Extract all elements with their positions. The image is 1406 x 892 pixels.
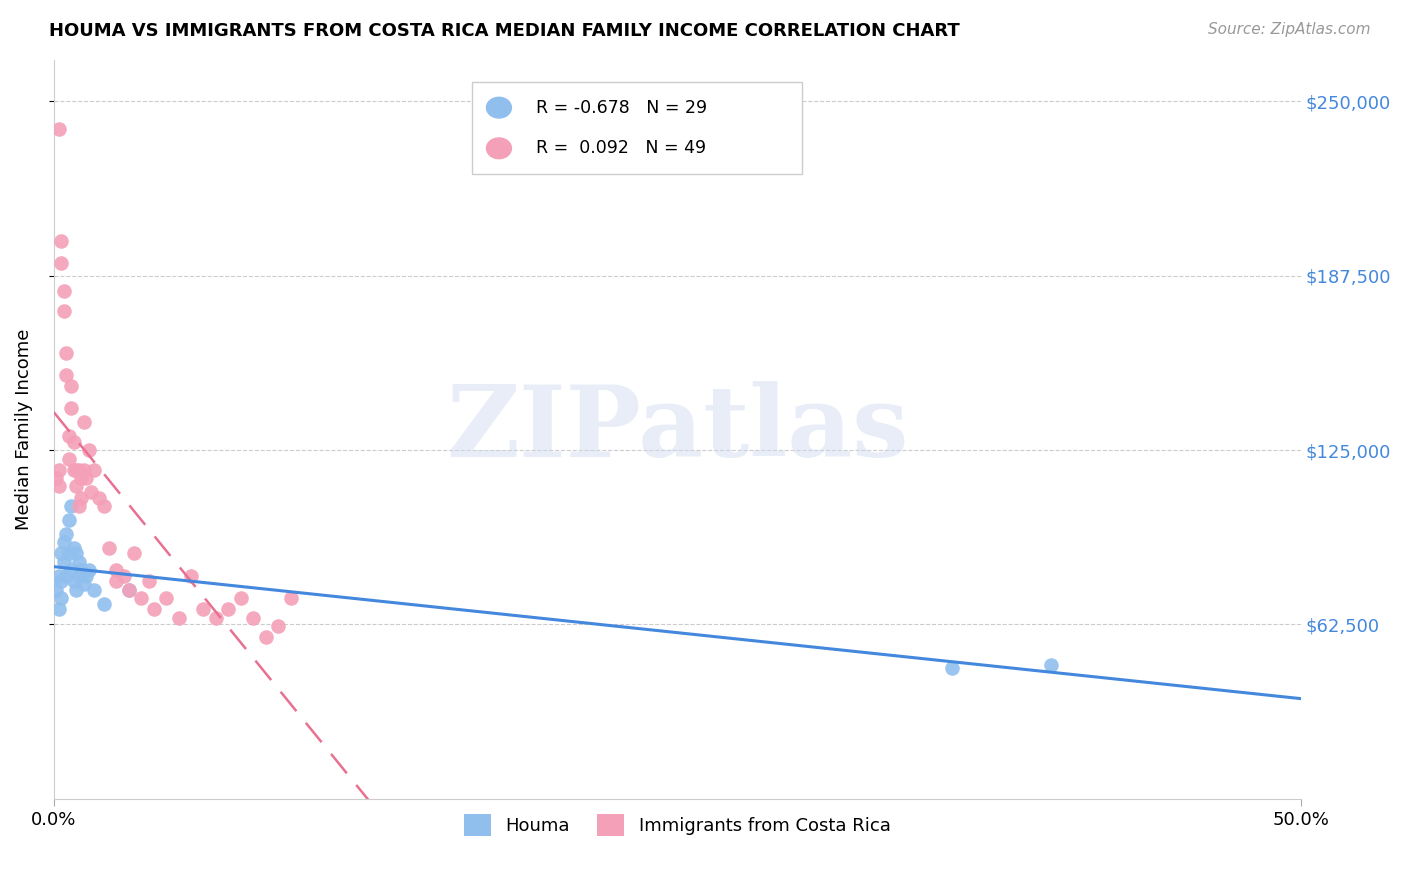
Point: [58, 546, 80, 560]
Point: [45, 582, 67, 597]
Point: [80, 485, 103, 500]
Point: [70, 491, 93, 505]
Point: [48, 463, 70, 477]
Point: [58, 451, 80, 466]
Point: [55, 526, 77, 541]
Point: [93, 499, 115, 513]
Y-axis label: Median Family Income: Median Family Income: [15, 328, 32, 530]
Point: [73, 577, 96, 591]
Point: [51, 591, 73, 605]
Point: [242, 610, 264, 624]
Point: [73, 415, 96, 429]
Point: [1040, 657, 1063, 672]
Point: [67, 568, 90, 582]
Point: [122, 546, 145, 560]
Point: [52, 284, 75, 298]
Point: [60, 379, 83, 393]
Point: [73, 463, 96, 477]
Point: [112, 568, 135, 582]
Point: [60, 401, 83, 416]
Point: [67, 555, 90, 569]
Point: [48, 568, 70, 582]
Point: [65, 479, 87, 493]
Point: [941, 661, 963, 675]
Point: [142, 602, 165, 616]
Point: [193, 602, 215, 616]
Point: [65, 546, 87, 560]
Point: [155, 591, 177, 605]
Point: [67, 499, 90, 513]
Legend: Houma, Immigrants from Costa Rica: Houma, Immigrants from Costa Rica: [456, 805, 900, 846]
Point: [51, 234, 73, 248]
Point: [51, 546, 73, 560]
Point: [67, 463, 90, 477]
Point: [105, 563, 128, 577]
Point: [83, 582, 105, 597]
Text: Source: ZipAtlas.com: Source: ZipAtlas.com: [1208, 22, 1371, 37]
Point: [217, 602, 239, 616]
Point: [167, 610, 190, 624]
Point: [75, 471, 97, 485]
Point: [129, 591, 152, 605]
Point: [55, 568, 77, 582]
Point: [65, 582, 87, 597]
Point: [87, 491, 110, 505]
Point: [93, 597, 115, 611]
Text: HOUMA VS IMMIGRANTS FROM COSTA RICA MEDIAN FAMILY INCOME CORRELATION CHART: HOUMA VS IMMIGRANTS FROM COSTA RICA MEDI…: [49, 22, 960, 40]
Point: [254, 630, 277, 644]
Point: [58, 513, 80, 527]
Point: [117, 582, 139, 597]
Point: [117, 582, 139, 597]
Point: [97, 541, 120, 555]
Point: [52, 555, 75, 569]
Text: ZIPatlas: ZIPatlas: [446, 381, 908, 478]
Point: [52, 303, 75, 318]
FancyBboxPatch shape: [471, 82, 801, 174]
Point: [105, 574, 128, 589]
Point: [45, 471, 67, 485]
Point: [205, 610, 228, 624]
Point: [48, 122, 70, 136]
Point: [75, 568, 97, 582]
Point: [70, 471, 93, 485]
Text: R =  0.092   N = 49: R = 0.092 N = 49: [536, 139, 706, 157]
Point: [280, 591, 302, 605]
Point: [62, 463, 84, 477]
Point: [60, 499, 83, 513]
Point: [138, 574, 160, 589]
Point: [77, 563, 100, 577]
Point: [58, 429, 80, 443]
Point: [180, 568, 202, 582]
Point: [70, 563, 93, 577]
Point: [62, 541, 84, 555]
Ellipse shape: [486, 97, 512, 118]
Point: [55, 345, 77, 359]
Point: [62, 574, 84, 589]
Point: [65, 463, 87, 477]
Point: [77, 443, 100, 458]
Ellipse shape: [486, 138, 512, 159]
Point: [60, 563, 83, 577]
Point: [55, 368, 77, 382]
Point: [62, 434, 84, 449]
Point: [48, 602, 70, 616]
Point: [229, 591, 252, 605]
Point: [52, 535, 75, 549]
Point: [48, 479, 70, 493]
Point: [267, 619, 290, 633]
Text: R = -0.678   N = 29: R = -0.678 N = 29: [536, 99, 707, 117]
Point: [51, 256, 73, 270]
Point: [51, 574, 73, 589]
Point: [83, 463, 105, 477]
